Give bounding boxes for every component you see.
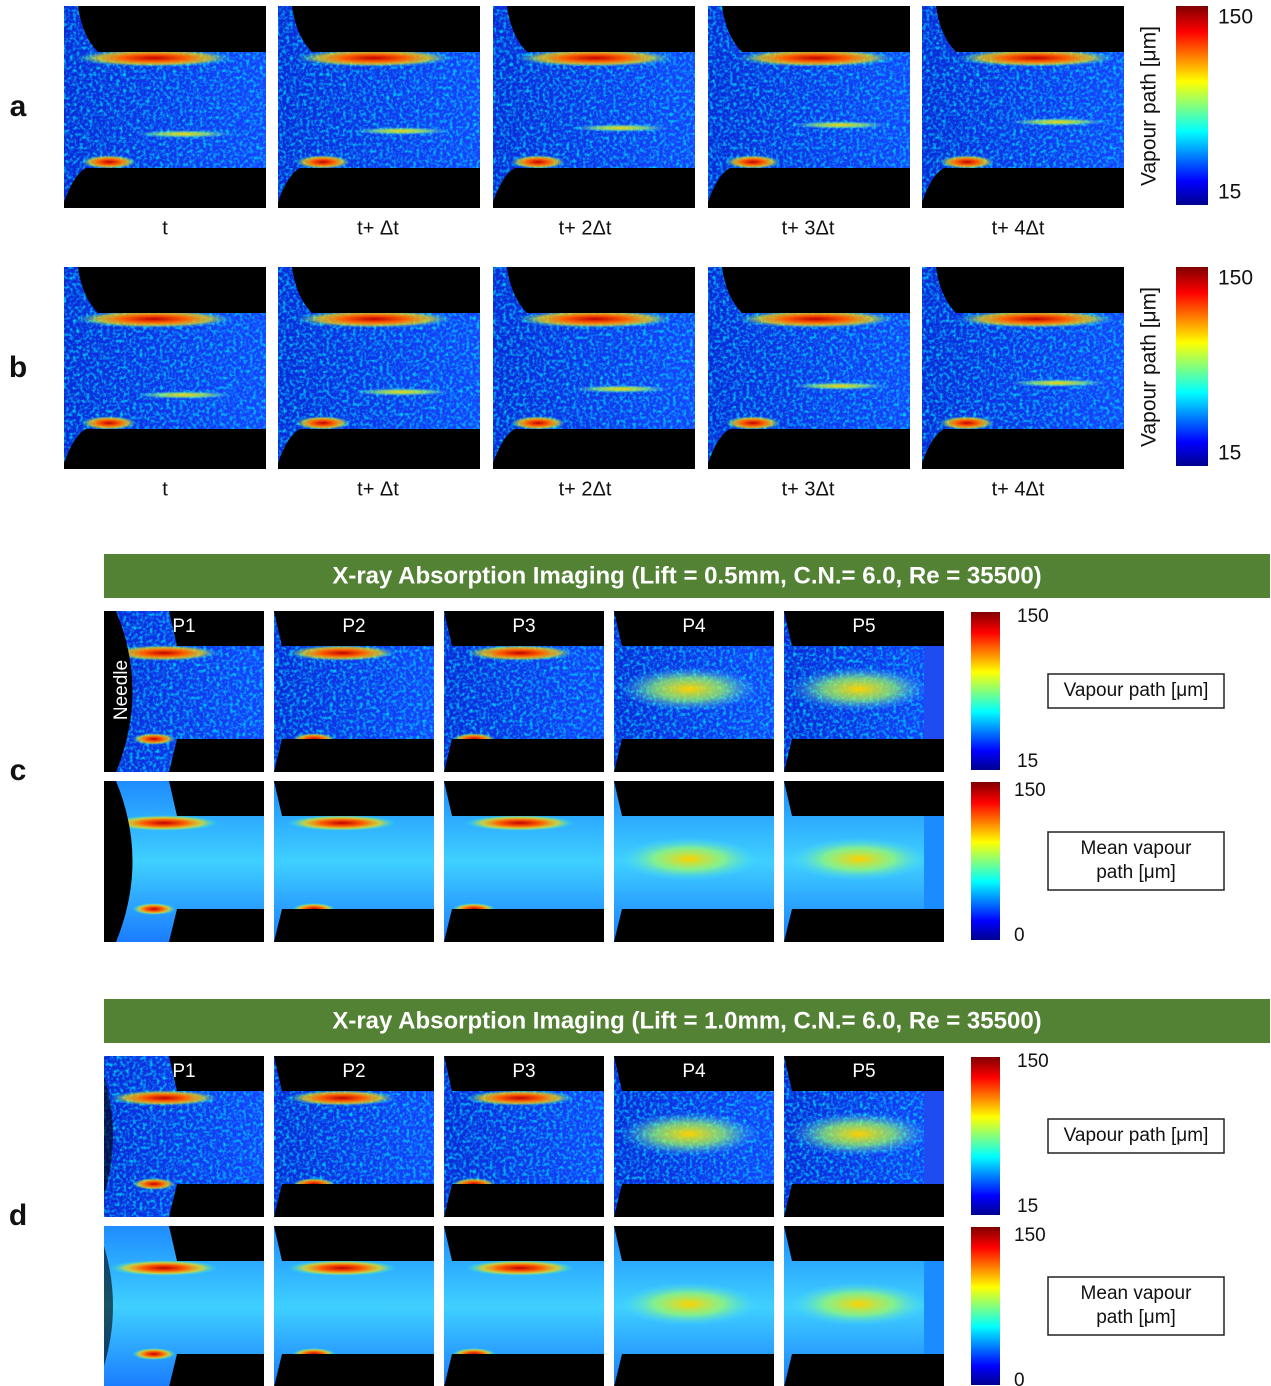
frame-label: t bbox=[162, 478, 168, 500]
panel-label: b bbox=[9, 351, 27, 384]
frame-label: t+ Δt bbox=[357, 478, 399, 500]
legend-box bbox=[1047, 1118, 1225, 1154]
position-label: P5 bbox=[852, 1061, 875, 1082]
image-panel bbox=[104, 611, 264, 772]
image-panel bbox=[104, 1226, 264, 1386]
image-panel bbox=[64, 267, 266, 469]
image-panel bbox=[614, 1226, 774, 1386]
image-panel bbox=[444, 1226, 604, 1386]
legend-box bbox=[1047, 1276, 1225, 1336]
position-label: P2 bbox=[342, 1061, 365, 1082]
position-label: P1 bbox=[172, 1061, 195, 1082]
image-panel bbox=[274, 781, 434, 942]
image-panel bbox=[444, 1056, 604, 1217]
image-panel bbox=[274, 1226, 434, 1386]
image-panel bbox=[784, 781, 944, 942]
image-panel bbox=[708, 267, 910, 469]
colorbar-min: 0 bbox=[1014, 1370, 1025, 1386]
legend-text: Vapour path [μm] bbox=[1064, 1125, 1209, 1146]
legend-text: path [μm] bbox=[1096, 862, 1176, 883]
position-label: P3 bbox=[512, 616, 535, 637]
colorbar bbox=[971, 1057, 1000, 1215]
image-panel bbox=[922, 267, 1124, 469]
image-panel bbox=[444, 781, 604, 942]
image-panel bbox=[274, 1056, 434, 1217]
colorbar-min: 0 bbox=[1014, 925, 1025, 946]
legend-box bbox=[1047, 673, 1225, 709]
position-label: P3 bbox=[512, 1061, 535, 1082]
image-panel bbox=[708, 6, 910, 208]
frame-label: t+ 2Δt bbox=[559, 217, 612, 239]
image-panel bbox=[784, 1056, 944, 1217]
frame-label: t+ 4Δt bbox=[992, 217, 1045, 239]
image-panel bbox=[104, 1056, 264, 1217]
image-panel bbox=[278, 267, 480, 469]
needle-label: Needle bbox=[111, 660, 132, 720]
colorbar-title: Vapour path [μm] bbox=[1138, 26, 1161, 186]
colorbar-min: 15 bbox=[1218, 181, 1241, 204]
frame-label: t+ 2Δt bbox=[559, 478, 612, 500]
position-label: P1 bbox=[172, 616, 195, 637]
panel-label: c bbox=[10, 754, 27, 787]
colorbar bbox=[1176, 6, 1208, 205]
image-panel bbox=[614, 1056, 774, 1217]
legend-text: path [μm] bbox=[1096, 1307, 1176, 1328]
image-panel bbox=[104, 781, 264, 942]
colorbar bbox=[971, 1227, 1000, 1385]
banner-title: X-ray Absorption Imaging (Lift = 0.5mm, … bbox=[332, 562, 1041, 589]
frame-label: t+ Δt bbox=[357, 217, 399, 239]
banner-title: X-ray Absorption Imaging (Lift = 1.0mm, … bbox=[332, 1007, 1041, 1034]
frame-label: t+ 4Δt bbox=[992, 478, 1045, 500]
colorbar-max: 150 bbox=[1017, 1051, 1049, 1072]
image-panel bbox=[64, 6, 266, 208]
legend-box bbox=[1047, 831, 1225, 891]
frame-label: t bbox=[162, 217, 168, 239]
banner bbox=[104, 999, 1270, 1043]
colorbar-min: 15 bbox=[1017, 751, 1038, 772]
colorbar-min: 15 bbox=[1218, 442, 1241, 465]
image-panel bbox=[444, 611, 604, 772]
image-panel bbox=[784, 1226, 944, 1386]
colorbar-min: 15 bbox=[1017, 1196, 1038, 1217]
colorbar-max: 150 bbox=[1014, 780, 1046, 801]
frame-label: t+ 3Δt bbox=[782, 217, 835, 239]
image-panel bbox=[274, 611, 434, 772]
colorbar-max: 150 bbox=[1014, 1225, 1046, 1246]
position-label: P2 bbox=[342, 616, 365, 637]
image-panel bbox=[493, 267, 695, 469]
image-panel bbox=[614, 611, 774, 772]
colorbar-max: 150 bbox=[1218, 267, 1253, 290]
position-label: P4 bbox=[682, 616, 706, 637]
position-label: P4 bbox=[682, 1061, 706, 1082]
frame-label: t+ 3Δt bbox=[782, 478, 835, 500]
legend-text: Vapour path [μm] bbox=[1064, 680, 1209, 701]
image-panel bbox=[614, 781, 774, 942]
image-panel bbox=[278, 6, 480, 208]
panel-label: d bbox=[9, 1199, 27, 1232]
image-panel bbox=[493, 6, 695, 208]
panel-label: a bbox=[10, 90, 27, 123]
colorbar bbox=[971, 612, 1000, 770]
banner bbox=[104, 554, 1270, 598]
colorbar bbox=[1176, 267, 1208, 466]
colorbar bbox=[971, 782, 1000, 940]
position-label: P5 bbox=[852, 616, 875, 637]
colorbar-max: 150 bbox=[1017, 606, 1049, 627]
legend-text: Mean vapour bbox=[1081, 1283, 1193, 1304]
colorbar-title: Vapour path [μm] bbox=[1138, 287, 1161, 447]
legend-text: Mean vapour bbox=[1081, 838, 1193, 859]
colorbar-max: 150 bbox=[1218, 6, 1253, 29]
image-panel bbox=[784, 611, 944, 772]
image-panel bbox=[922, 6, 1124, 208]
